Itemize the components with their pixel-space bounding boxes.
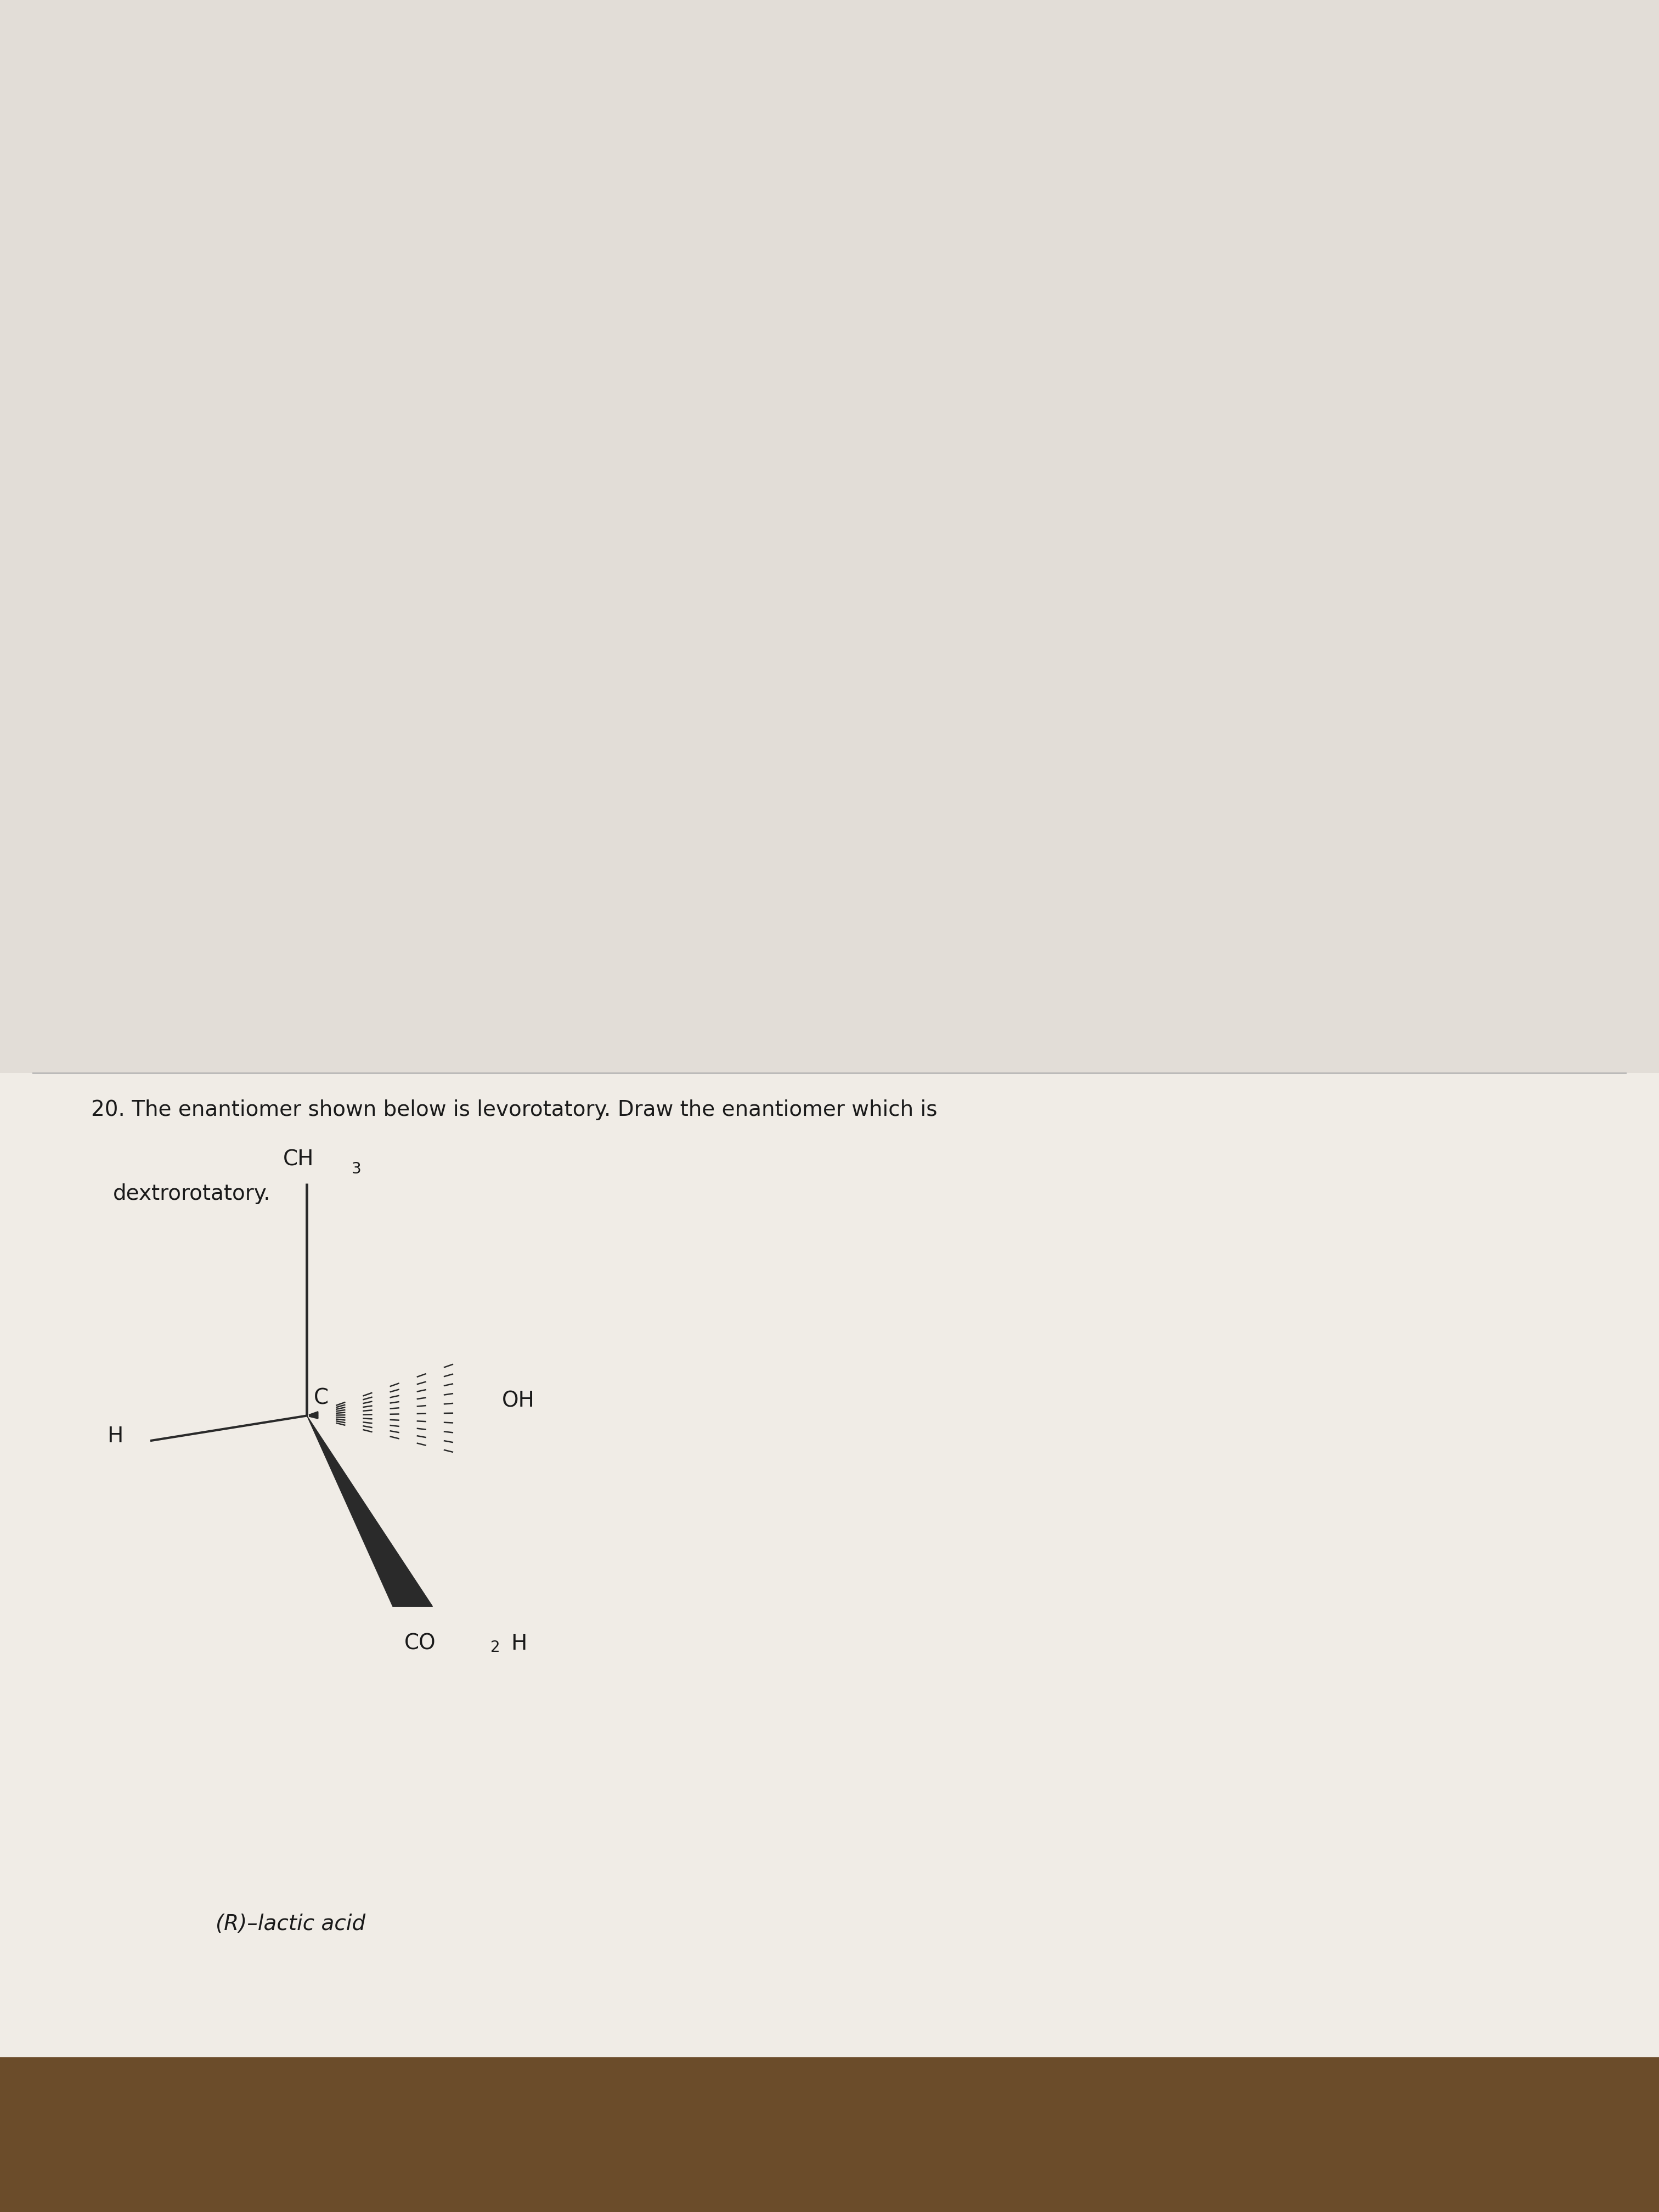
Text: 3: 3 — [352, 1161, 362, 1177]
Text: C: C — [314, 1387, 328, 1409]
Polygon shape — [307, 1416, 433, 1606]
Text: dextrorotatory.: dextrorotatory. — [113, 1183, 270, 1203]
Bar — [0, 1073, 1659, 2057]
Text: 20. The enantiomer shown below is levorotatory. Draw the enantiomer which is: 20. The enantiomer shown below is levoro… — [91, 1099, 937, 1119]
Text: CH: CH — [284, 1150, 314, 1170]
Text: (R)–lactic acid: (R)–lactic acid — [216, 1913, 365, 1933]
Text: 2: 2 — [491, 1639, 501, 1655]
Text: H: H — [511, 1632, 526, 1655]
Text: CO: CO — [405, 1632, 436, 1655]
Bar — [0, 0, 1659, 1073]
Text: H: H — [106, 1427, 123, 1447]
Text: OH: OH — [501, 1391, 534, 1411]
Bar — [0, 2057, 1659, 2212]
